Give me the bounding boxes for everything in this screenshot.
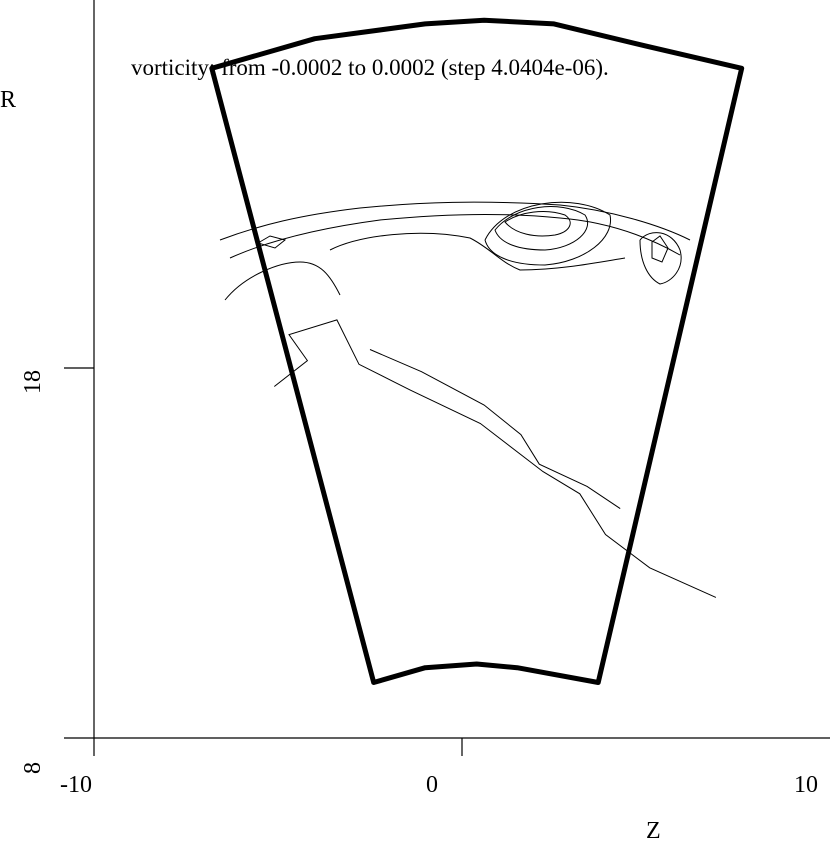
contour-line: [224, 261, 341, 301]
domain-boundary: [209, 17, 745, 685]
chart-title: vorticity: from -0.0002 to 0.0002 (step …: [131, 55, 609, 80]
contour-line: [329, 232, 626, 271]
contour-line: [219, 201, 691, 241]
contour-line: [651, 235, 669, 263]
contour-line: [273, 319, 717, 598]
y-axis-label: R: [0, 87, 16, 113]
x-tick-label-neg10: -10: [60, 772, 92, 798]
y-tick-label-8: 8: [20, 762, 46, 774]
data-layer: [209, 17, 745, 685]
x-tick-label-10: 10: [794, 772, 818, 798]
contour-line: [369, 349, 621, 510]
contour-line: [229, 213, 681, 259]
x-axis-label: Z: [646, 818, 661, 841]
contour-line: [256, 235, 287, 249]
contour-line: [504, 210, 571, 237]
x-tick-label-0: 0: [426, 772, 438, 798]
contour-line: [494, 206, 588, 251]
contour-lines-upper: [219, 201, 691, 301]
contour-line: [639, 232, 682, 285]
contour-line: [484, 201, 612, 266]
y-tick-label-18: 18: [20, 370, 46, 394]
